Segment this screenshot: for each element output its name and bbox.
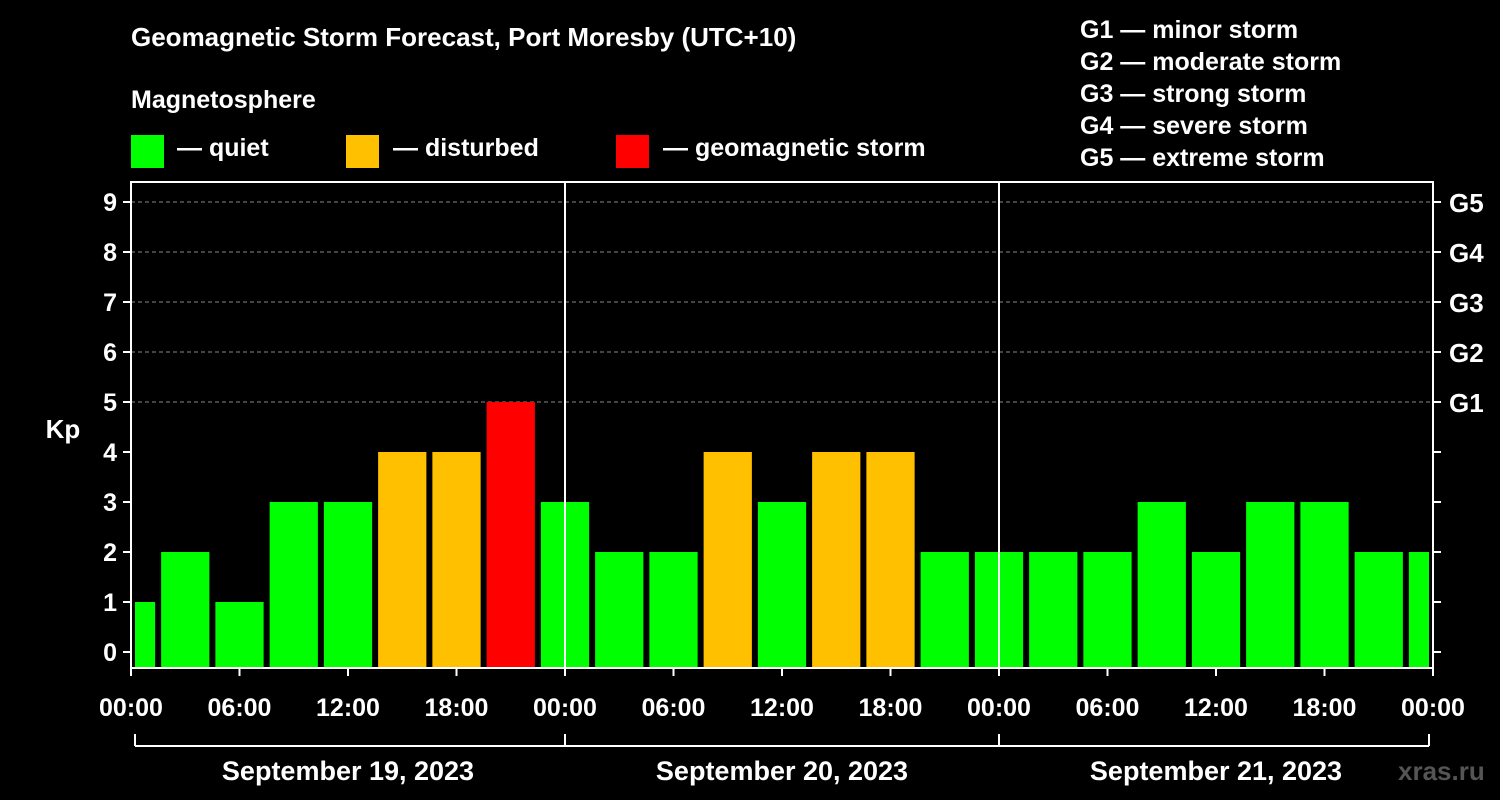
legend-label-quiet: — quiet xyxy=(177,134,269,162)
bar xyxy=(1083,552,1132,668)
y-tick-label: 9 xyxy=(103,189,117,217)
bar xyxy=(703,452,752,668)
y-tick-label: 0 xyxy=(103,639,117,667)
bar xyxy=(161,552,210,668)
x-tick-label: 06:00 xyxy=(642,694,706,722)
y-tick-label: 2 xyxy=(103,539,117,567)
legend-heading: Magnetosphere xyxy=(131,86,316,114)
storm-level-label: G1 xyxy=(1449,388,1484,418)
bar xyxy=(432,452,481,668)
bar xyxy=(595,552,644,668)
storm-scale-g1: G1 — minor storm xyxy=(1080,16,1299,44)
credit-text: xras.ru xyxy=(1398,756,1485,786)
bar xyxy=(812,452,861,668)
bar xyxy=(378,452,427,668)
y-tick-label: 5 xyxy=(103,389,117,417)
chart-title: Geomagnetic Storm Forecast, Port Moresby… xyxy=(131,22,797,52)
bar xyxy=(649,552,698,668)
legend-swatch-quiet xyxy=(131,135,164,168)
x-tick-label: 18:00 xyxy=(859,694,923,722)
legend-label-disturbed: — disturbed xyxy=(393,134,539,162)
storm-scale-g5: G5 — extreme storm xyxy=(1080,144,1325,172)
day-label: September 21, 2023 xyxy=(1090,756,1342,786)
storm-scale-g3: G3 — strong storm xyxy=(1080,80,1307,108)
x-tick-label: 12:00 xyxy=(316,694,380,722)
x-tick-label: 18:00 xyxy=(1293,694,1357,722)
bar xyxy=(866,452,915,668)
bar xyxy=(757,502,807,668)
x-tick-label: 12:00 xyxy=(750,694,814,722)
x-tick-label: 06:00 xyxy=(208,694,272,722)
x-tick-label: 12:00 xyxy=(1184,694,1248,722)
x-tick-label: 00:00 xyxy=(99,694,163,722)
bar xyxy=(1029,552,1078,668)
bar xyxy=(1354,552,1403,668)
bar xyxy=(1300,502,1349,668)
bar xyxy=(1137,502,1186,668)
bar xyxy=(1408,552,1429,668)
legend-label-storm: — geomagnetic storm xyxy=(663,134,926,162)
y-tick-label: 3 xyxy=(103,489,117,517)
y-tick-label: 7 xyxy=(103,289,117,317)
bar xyxy=(269,502,318,668)
x-tick-label: 00:00 xyxy=(967,694,1031,722)
storm-scale-g4: G4 — severe storm xyxy=(1080,112,1308,140)
bar xyxy=(1191,552,1241,668)
y-tick-label: 8 xyxy=(103,239,117,267)
storm-scale-list: G1 — minor storm G2 — moderate storm G3 … xyxy=(1080,14,1341,174)
x-tick-label: 00:00 xyxy=(533,694,597,722)
legend-swatch-storm xyxy=(616,135,649,168)
bar xyxy=(215,602,264,668)
bar xyxy=(486,402,535,668)
x-tick-label: 06:00 xyxy=(1076,694,1140,722)
y-tick-label: 1 xyxy=(103,589,117,617)
legend-swatch-disturbed xyxy=(346,135,379,168)
bar xyxy=(323,502,373,668)
y-tick-label: 4 xyxy=(103,439,117,467)
bar xyxy=(920,552,969,668)
x-tick-label: 00:00 xyxy=(1401,694,1465,722)
storm-level-label: G2 xyxy=(1449,338,1484,368)
y-tick-label: 6 xyxy=(103,339,117,367)
x-tick-label: 18:00 xyxy=(425,694,489,722)
y-axis-label: Kp xyxy=(46,414,81,444)
storm-level-label: G5 xyxy=(1449,188,1484,218)
storm-level-label: G4 xyxy=(1449,238,1484,268)
storm-level-label: G3 xyxy=(1449,288,1484,318)
bar xyxy=(1246,502,1295,668)
storm-scale-g2: G2 — moderate storm xyxy=(1080,48,1342,76)
day-label: September 20, 2023 xyxy=(656,756,908,786)
day-label: September 19, 2023 xyxy=(222,756,474,786)
bar xyxy=(135,602,156,668)
